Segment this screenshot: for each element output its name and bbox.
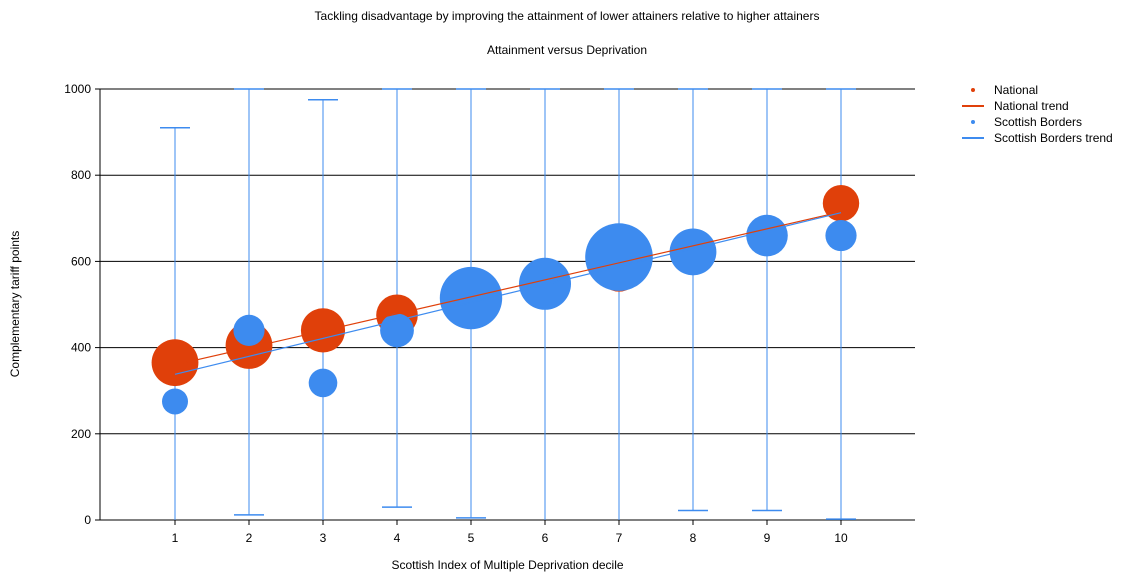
legend-item-national: National xyxy=(962,82,1113,98)
trend-lines xyxy=(174,211,842,375)
x-tick-label-7: 7 xyxy=(616,531,623,545)
legend-label-borders-trend: Scottish Borders trend xyxy=(994,131,1113,145)
legend-item-borders-trend: Scottish Borders trend xyxy=(962,130,1113,146)
y-tick-label-1000: 1000 xyxy=(64,82,91,96)
bubble-borders-7 xyxy=(585,223,653,291)
error-bars xyxy=(160,88,856,520)
bubble-borders-10 xyxy=(825,219,857,252)
bubble-borders-8 xyxy=(669,228,717,276)
legend-swatch-borders xyxy=(962,114,984,130)
legend-swatch-national xyxy=(962,82,984,98)
x-tick-label-5: 5 xyxy=(468,531,475,545)
legend-item-national-trend: National trend xyxy=(962,98,1113,114)
bubble-borders-1 xyxy=(162,388,188,415)
bubble-national-10 xyxy=(822,185,860,222)
legend-label-national: National xyxy=(994,83,1039,97)
bubble-borders-9 xyxy=(746,214,788,257)
trend-national xyxy=(174,211,842,366)
chart-subtitle: Attainment versus Deprivation xyxy=(486,43,648,57)
y-tick-label-0: 0 xyxy=(84,513,91,527)
x-tick-labels: 1 2 3 4 5 6 7 8 9 10 xyxy=(172,531,848,545)
bubbles xyxy=(151,185,860,415)
x-tick-label-3: 3 xyxy=(320,531,327,545)
gridlines xyxy=(100,88,915,521)
bubble-borders-4 xyxy=(380,313,414,348)
y-tick-label-600: 600 xyxy=(71,254,91,268)
legend-label-borders: Scottish Borders xyxy=(994,115,1083,129)
chart-title: Tackling disadvantage by improving the a… xyxy=(314,9,820,23)
y-tick-labels: 0 200 400 600 800 1000 xyxy=(64,82,91,527)
bubble-national-1 xyxy=(151,339,199,387)
x-tick-label-1: 1 xyxy=(172,531,179,545)
x-tick-label-2: 2 xyxy=(246,531,253,545)
x-tick-label-8: 8 xyxy=(690,531,697,545)
y-tick-label-400: 400 xyxy=(71,341,91,355)
x-tick-label-6: 6 xyxy=(542,531,549,545)
legend-item-borders: Scottish Borders xyxy=(962,114,1113,130)
x-tick-label-4: 4 xyxy=(394,531,401,545)
legend-label-national-trend: National trend xyxy=(994,99,1069,113)
bubble-borders-2 xyxy=(233,314,265,346)
axes xyxy=(95,88,915,525)
bubble-borders-3 xyxy=(308,368,338,398)
legend: National National trend Scottish Borders… xyxy=(962,82,1113,146)
legend-swatch-borders-trend xyxy=(962,130,984,146)
legend-swatch-national-trend xyxy=(962,98,984,114)
y-tick-label-200: 200 xyxy=(71,427,91,441)
x-axis-label: Scottish Index of Multiple Deprivation d… xyxy=(391,558,624,572)
bubble-borders-5 xyxy=(439,266,503,330)
x-tick-label-10: 10 xyxy=(834,531,848,545)
bubble-borders-6 xyxy=(519,257,571,310)
trend-borders xyxy=(174,212,842,375)
y-axis-label: Complementary tariff points xyxy=(8,230,22,378)
y-tick-label-800: 800 xyxy=(71,168,91,182)
x-tick-label-9: 9 xyxy=(764,531,771,545)
